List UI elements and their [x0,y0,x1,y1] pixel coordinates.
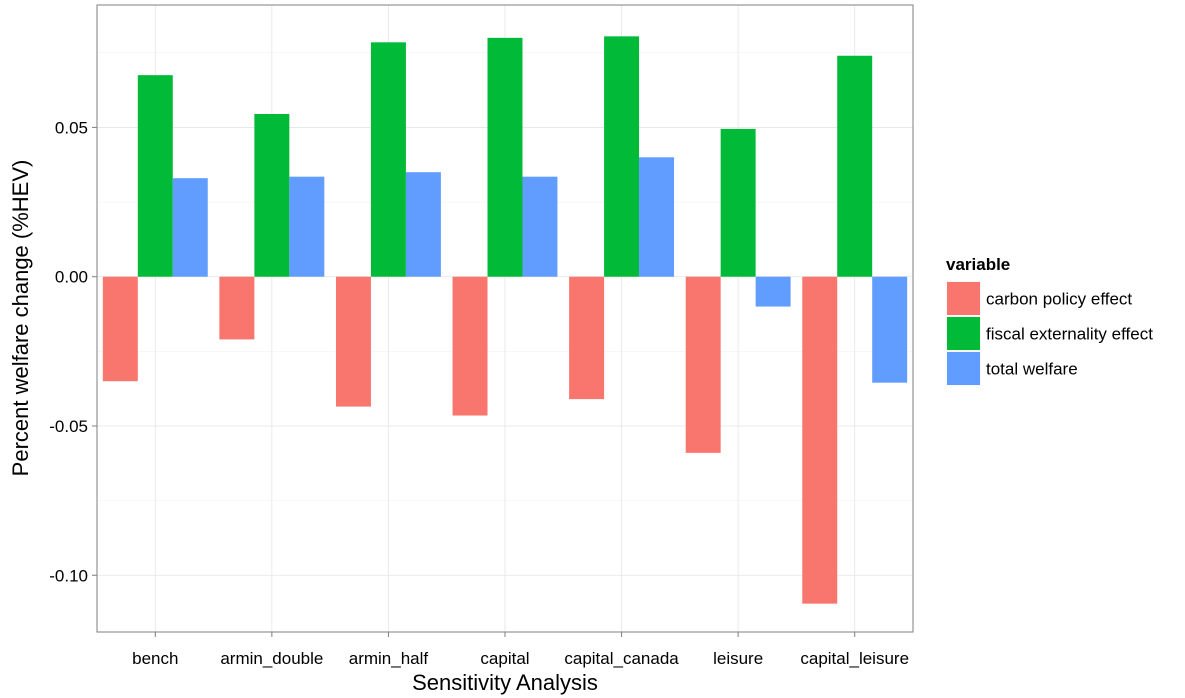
bar-carbon-policy-effect-capital [452,276,488,416]
x-axis: bench armin_double armin_half capital capita… [132,632,909,668]
bars [102,36,908,604]
y-tick-label: -0.05 [49,417,88,436]
x-axis-title: Sensitivity Analysis [412,670,598,695]
legend-title: variable [946,255,1010,274]
legend-key-swatch [947,317,980,350]
legend-key-swatch [947,282,980,315]
bar-total-welfare-capital [522,176,558,277]
x-tick-label: armin_half [349,649,429,668]
legend-key-swatch [947,352,980,385]
y-axis-title: Percent welfare change (%HEV) [8,160,33,477]
bar-carbon-policy-effect-leisure [685,276,721,453]
bar-total-welfare-armin_half [405,172,441,277]
bar-carbon-policy-effect-armin_double [219,276,255,340]
y-axis: 0.05 0.00 -0.05 -0.10 [49,118,97,585]
bar-total-welfare-capital_canada [639,157,675,277]
bar-carbon-policy-effect-armin_half [335,276,371,407]
bar-fiscal-externality-effect-leisure [720,128,756,277]
x-tick-label: leisure [713,649,763,668]
bar-fiscal-externality-effect-bench [137,75,173,277]
bar-fiscal-externality-effect-capital [487,37,523,277]
x-tick-label: bench [132,649,178,668]
bar-total-welfare-bench [172,178,208,277]
x-tick-label: armin_double [220,649,323,668]
bar-total-welfare-capital_leisure [872,276,908,383]
bar-carbon-policy-effect-capital_leisure [802,276,838,604]
bar-carbon-policy-effect-bench [102,276,138,382]
legend-label: carbon policy effect [986,290,1132,309]
y-tick-label: 0.00 [55,268,88,287]
x-tick-label: capital_canada [564,649,679,668]
bar-fiscal-externality-effect-armin_double [254,113,290,277]
legend-label: fiscal externality effect [986,325,1153,344]
legend: variable carbon policy effect fiscal exte… [945,255,1153,387]
bar-carbon-policy-effect-capital_canada [569,276,605,400]
bar-total-welfare-armin_double [289,176,325,277]
legend-label: total welfare [986,360,1078,379]
x-tick-label: capital_leisure [800,649,909,668]
x-tick-label: capital [480,649,529,668]
bar-fiscal-externality-effect-capital_canada [604,36,640,277]
bar-fiscal-externality-effect-capital_leisure [837,55,873,277]
y-tick-label: 0.05 [55,118,88,137]
y-tick-label: -0.10 [49,566,88,585]
bar-fiscal-externality-effect-armin_half [370,42,406,277]
bar-total-welfare-leisure [755,276,791,307]
